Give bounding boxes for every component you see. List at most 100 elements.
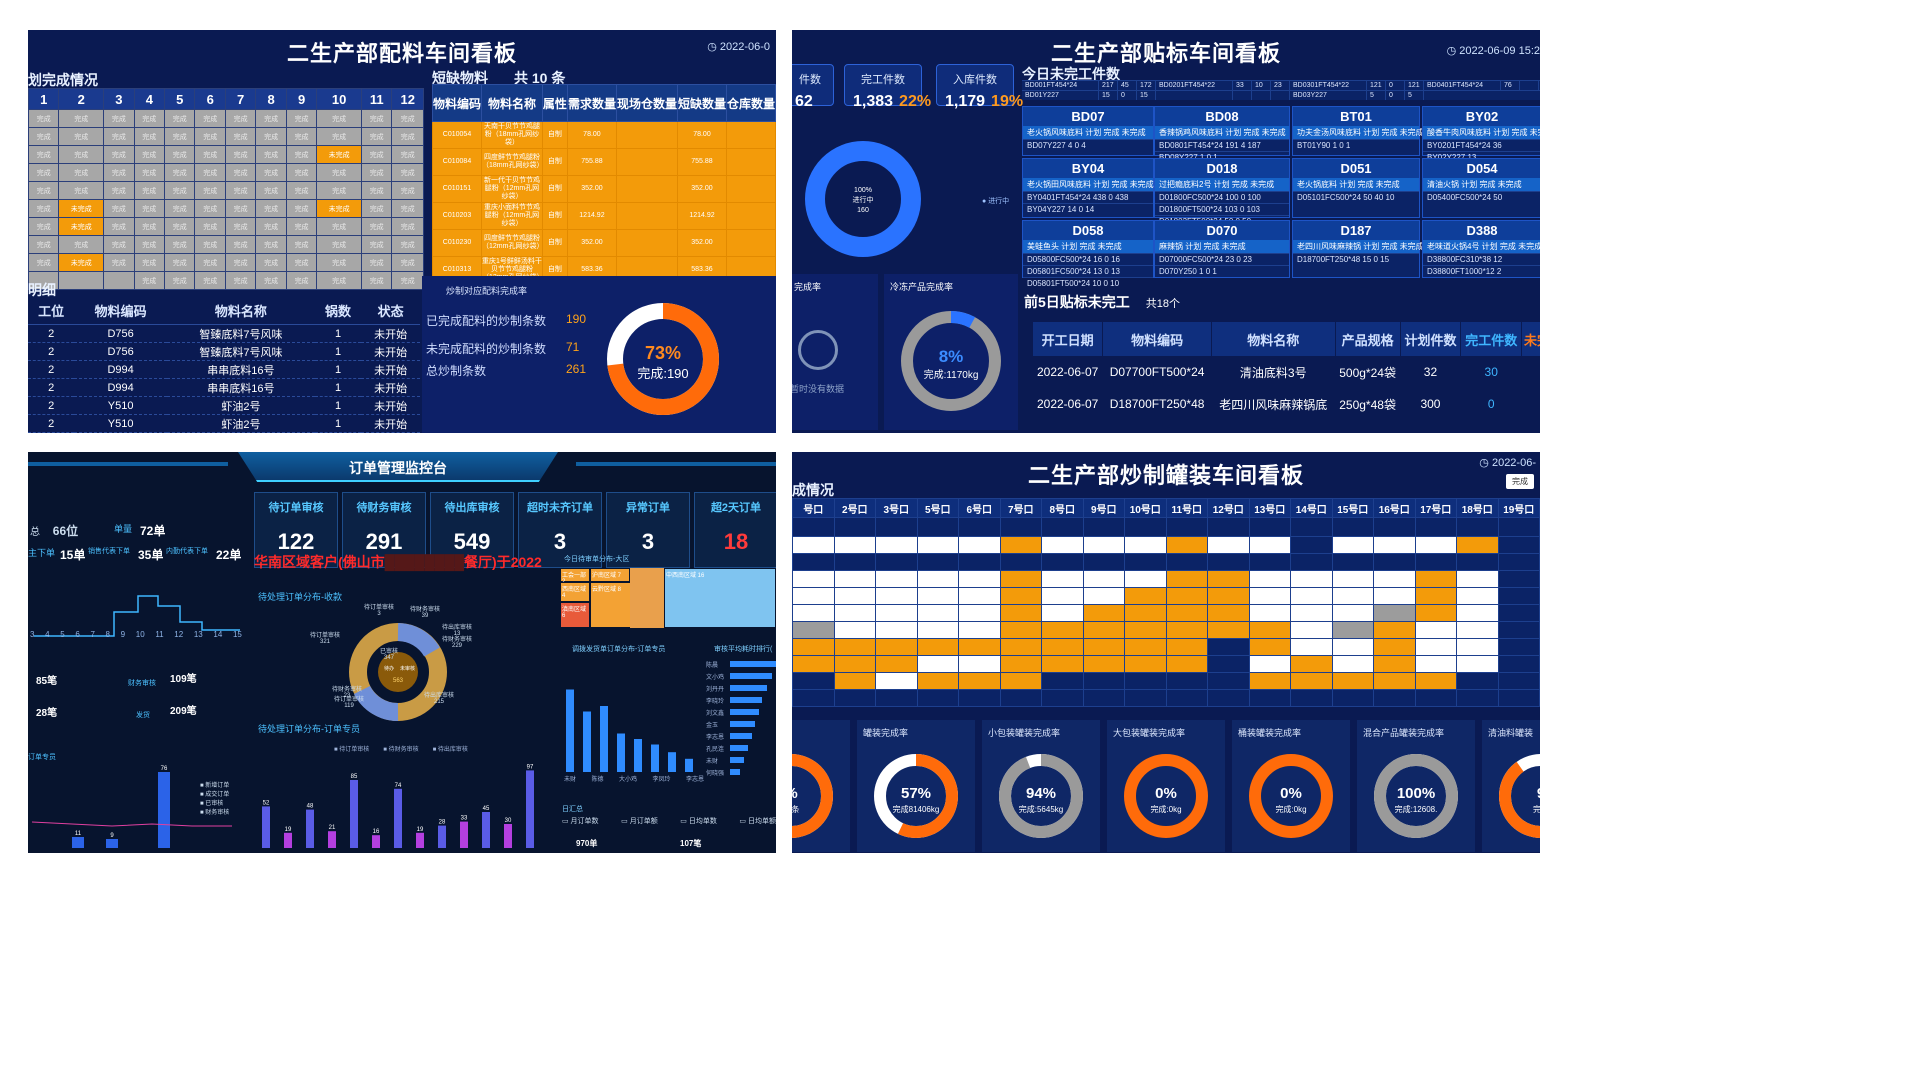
block-header: 老火锅底料 计划 完成 未完成 (1293, 178, 1419, 191)
port-col-header: 16号口 (1373, 498, 1416, 518)
block-row: D05801FT500*24 10 0 10 (1023, 277, 1153, 289)
stir-cell (958, 638, 1001, 656)
block-header: 老火锅田风味底料 计划 完成 未完成 (1023, 178, 1154, 191)
kpi-label: 异常订单 (626, 502, 670, 514)
kpi-card[interactable]: 待财务审核 291 (342, 492, 426, 568)
stir-cell (1456, 604, 1499, 622)
plan-col-header: 1 (28, 88, 60, 110)
svg-text:57%: 57% (901, 785, 931, 802)
hbar-row: 陈晨 (706, 658, 776, 670)
plan-col-header: 7 (224, 88, 257, 110)
plan-cell (58, 271, 105, 290)
pie-label: 已审核 347 (380, 649, 399, 661)
bar (284, 832, 292, 848)
gauge-card: % 35条 (792, 720, 850, 852)
stir-cell (1456, 672, 1499, 690)
complete-button[interactable]: 完成 (1506, 474, 1534, 489)
legend-item: ■ 待订单审核 (334, 747, 370, 753)
plan-cell: 完成 (28, 145, 60, 164)
kpi-card[interactable]: 异常订单 3 (606, 492, 690, 568)
stir-fry-dashboard: 二生产部炒制罐装车间看板 ◷ 2022-06- 完成 成情况 号口 2号口 3号口 5… (792, 452, 1540, 853)
table-row: 2 D994 串串底料16号 1 未开始 (28, 360, 420, 379)
shortage-title: 短缺物料共 10 条 (432, 70, 566, 86)
svg-text:8%: 8% (939, 347, 964, 366)
day-item[interactable]: ▭ 日均单数 (680, 818, 717, 825)
plan-cell: 完成 (285, 271, 318, 290)
stir-cell (1414, 570, 1457, 588)
summary-cell (1156, 91, 1233, 100)
stir-cell (1456, 553, 1499, 571)
shortage-cell: 天南干贝节节鸡腿粉（18mm孔网纱袋） (481, 121, 543, 149)
kpi-label: 待订单审核 (268, 502, 324, 514)
stir-cell (1373, 604, 1416, 622)
wt-col-header: 产品规格 (1334, 322, 1401, 356)
stir-cell (875, 689, 918, 707)
plan-col-header: 3 (103, 88, 135, 110)
plan-cell: 完成 (164, 253, 196, 272)
frozen-ring: 8% 完成:1170kg (901, 311, 1001, 411)
plan-col-header: 11 (360, 88, 393, 110)
kpi-card[interactable]: 待订单审核 122 (254, 492, 338, 568)
kpi-card[interactable]: 超2天订单 18 (694, 492, 776, 568)
detail-cell: 未开始 (361, 324, 420, 343)
stir-cell (1082, 621, 1125, 639)
stir-cell (1165, 621, 1208, 639)
kpi-card[interactable]: 超时未齐订单 3 (518, 492, 602, 568)
stir-cell (833, 570, 876, 588)
unfinished-5day-table: 开工日期物料编码物料名称产品规格计划件数完工件数未完 2022-06-07 D077… (1031, 322, 1540, 420)
gauge-title: 清油料罐装 (1488, 728, 1534, 738)
plan-cell: 完成 (164, 271, 196, 290)
stat-209-label: 发货 (136, 712, 150, 719)
plan-cell: 完成 (194, 181, 226, 200)
day-item[interactable]: ▭ 月订单额 (621, 818, 658, 825)
shortage-cell: C010151 (431, 175, 483, 203)
stir-cell (833, 672, 876, 690)
svg-text:35条: 35条 (792, 804, 799, 814)
wt-cell: D07700FT500*24 (1109, 365, 1205, 379)
plan-cell: 完成 (360, 271, 393, 290)
day-item[interactable]: ▭ 日均单额 (739, 818, 776, 825)
stat-e: 22单 (216, 548, 242, 562)
block-D054: D054 清油火锅 计划 完成 未完成 D05400FC500*24 50 (1422, 158, 1540, 218)
x-tick: 李凤玲 (652, 777, 671, 783)
hbar (730, 709, 759, 715)
bar (372, 835, 380, 848)
pie-label: 待订单审核 321 (310, 633, 341, 645)
stir-cell (1207, 553, 1250, 571)
progress-donut: 100% 进行中 160 (805, 141, 921, 257)
block-D058: D058 美蛙鱼头 计划 完成 未完成 D05800FC500*24 16 0 16… (1022, 220, 1154, 288)
x-tick: 9 (120, 630, 126, 639)
stir-cell (1207, 570, 1250, 588)
bar-label: 9 (110, 833, 114, 839)
bar (482, 812, 490, 848)
day-item[interactable]: ▭ 月订单数 (562, 818, 599, 825)
stir-cell (1497, 604, 1540, 622)
stir-cell (1414, 587, 1457, 605)
hbar-row: 未财 (706, 754, 776, 766)
plan-cell: 完成 (133, 235, 166, 254)
stir-cell (1331, 570, 1374, 588)
stir-cell (792, 638, 835, 656)
plan-cell: 完成 (58, 145, 105, 164)
table-row: 2 D756 智臻底料7号风味 1 未开始 (28, 324, 420, 343)
shortage-col-header: 属性 (541, 84, 568, 122)
detail-cell: 2 (28, 414, 75, 433)
legend-item: ■ 财务审核 (200, 810, 230, 816)
stir-cell (1124, 553, 1167, 571)
bar-label: 52 (263, 800, 270, 806)
summary-cell: BD001FT454*24 (1022, 81, 1099, 90)
port-col-header: 9号口 (1082, 498, 1125, 518)
stir-cell (1331, 621, 1374, 639)
plan-cell: 完成 (28, 163, 60, 182)
rate-title: 炒制对应配料完成率 (446, 286, 528, 296)
block-row: D05400FC500*24 50 (1423, 191, 1540, 203)
kpi-total: 件数 62 (792, 64, 834, 110)
table-row (792, 587, 1540, 605)
stir-cell (1248, 570, 1291, 588)
stir-cell (1456, 638, 1499, 656)
bar (438, 825, 446, 848)
shortage-cell: C010084 (431, 148, 483, 176)
shortage-cell (615, 121, 678, 149)
kpi-card[interactable]: 待出库审核 549 (430, 492, 514, 568)
svg-text:完成:1170kg: 完成:1170kg (924, 368, 979, 381)
